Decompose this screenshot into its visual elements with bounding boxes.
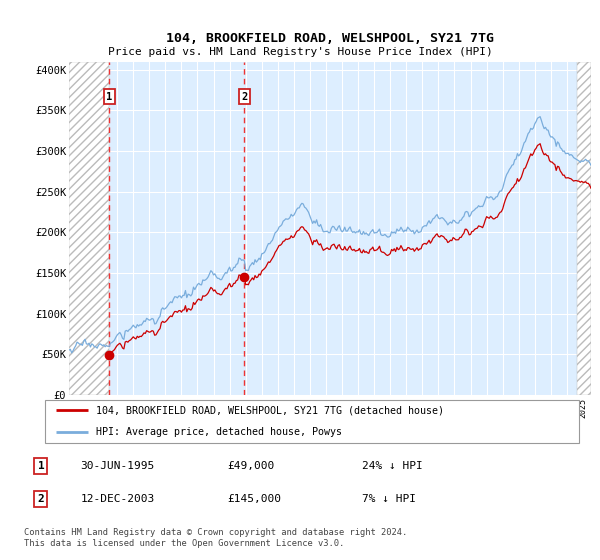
Text: 1: 1 — [38, 461, 44, 471]
Text: Contains HM Land Registry data © Crown copyright and database right 2024.
This d: Contains HM Land Registry data © Crown c… — [24, 528, 407, 548]
Text: 104, BROOKFIELD ROAD, WELSHPOOL, SY21 7TG (detached house): 104, BROOKFIELD ROAD, WELSHPOOL, SY21 7T… — [96, 405, 444, 416]
Text: £49,000: £49,000 — [227, 461, 274, 471]
Text: HPI: Average price, detached house, Powys: HPI: Average price, detached house, Powy… — [96, 427, 342, 437]
Text: Price paid vs. HM Land Registry's House Price Index (HPI): Price paid vs. HM Land Registry's House … — [107, 47, 493, 57]
Bar — [69, 62, 109, 395]
Text: 2: 2 — [241, 92, 248, 101]
Bar — [577, 62, 591, 395]
Bar — [69, 62, 109, 395]
Text: 7% ↓ HPI: 7% ↓ HPI — [362, 494, 416, 504]
Bar — [577, 62, 591, 395]
Text: 2: 2 — [38, 494, 44, 504]
Bar — [109, 62, 577, 395]
Text: 1: 1 — [106, 92, 112, 101]
Title: 104, BROOKFIELD ROAD, WELSHPOOL, SY21 7TG: 104, BROOKFIELD ROAD, WELSHPOOL, SY21 7T… — [166, 32, 494, 45]
FancyBboxPatch shape — [45, 399, 580, 444]
Text: £145,000: £145,000 — [227, 494, 281, 504]
Text: 30-JUN-1995: 30-JUN-1995 — [80, 461, 155, 471]
Text: 12-DEC-2003: 12-DEC-2003 — [80, 494, 155, 504]
Text: 24% ↓ HPI: 24% ↓ HPI — [362, 461, 423, 471]
